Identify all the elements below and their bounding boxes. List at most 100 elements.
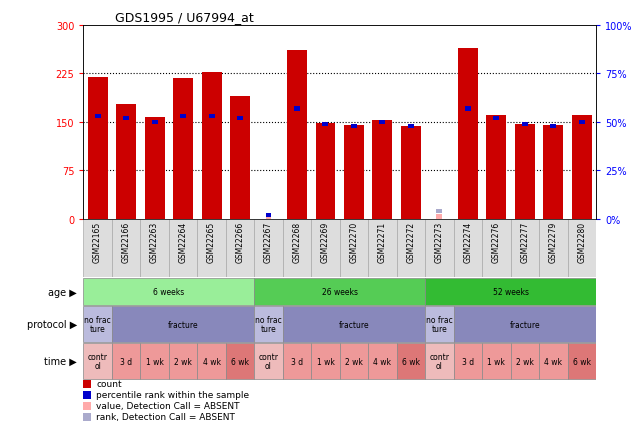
- Bar: [425, 344, 454, 379]
- Bar: [116, 105, 136, 219]
- Bar: [351, 124, 357, 129]
- Bar: [283, 344, 312, 379]
- Bar: [265, 214, 272, 219]
- Text: 3 d: 3 d: [291, 357, 303, 366]
- Bar: [88, 78, 108, 219]
- Text: GSM22166: GSM22166: [122, 221, 131, 262]
- Bar: [482, 219, 511, 278]
- Bar: [230, 97, 250, 219]
- Bar: [237, 116, 243, 121]
- Bar: [112, 344, 140, 379]
- Text: 2 wk: 2 wk: [174, 357, 192, 366]
- Text: GSM22269: GSM22269: [321, 221, 330, 262]
- Text: 6 wk: 6 wk: [231, 357, 249, 366]
- Text: no frac
ture: no frac ture: [84, 316, 111, 333]
- Bar: [340, 219, 368, 278]
- Bar: [487, 116, 506, 219]
- Text: rank, Detection Call = ABSENT: rank, Detection Call = ABSENT: [96, 412, 235, 421]
- Text: count: count: [96, 380, 122, 388]
- Bar: [522, 122, 528, 127]
- Text: fracture: fracture: [168, 320, 198, 329]
- Bar: [83, 278, 254, 306]
- Bar: [83, 219, 112, 278]
- Bar: [437, 214, 442, 219]
- Text: GSM22271: GSM22271: [378, 221, 387, 262]
- Bar: [437, 209, 442, 214]
- Bar: [397, 219, 425, 278]
- Text: 6 weeks: 6 weeks: [153, 287, 185, 296]
- Bar: [173, 79, 193, 219]
- Text: GSM22267: GSM22267: [264, 221, 273, 262]
- Bar: [379, 120, 385, 125]
- Bar: [123, 116, 129, 121]
- Text: contr
ol: contr ol: [429, 352, 449, 370]
- Text: GSM22272: GSM22272: [406, 221, 415, 262]
- Bar: [579, 120, 585, 125]
- Bar: [568, 344, 596, 379]
- Bar: [482, 344, 511, 379]
- Text: GSM22273: GSM22273: [435, 221, 444, 262]
- Bar: [83, 344, 112, 379]
- Text: 26 weeks: 26 weeks: [322, 287, 358, 296]
- Text: 4 wk: 4 wk: [374, 357, 392, 366]
- Text: GSM22266: GSM22266: [235, 221, 244, 262]
- Text: fracture: fracture: [338, 320, 369, 329]
- Bar: [283, 219, 312, 278]
- Bar: [539, 219, 568, 278]
- Bar: [312, 219, 340, 278]
- Text: time ▶: time ▶: [44, 356, 77, 366]
- Bar: [180, 115, 186, 119]
- Text: GSM22277: GSM22277: [520, 221, 529, 262]
- Bar: [287, 50, 307, 219]
- Bar: [568, 219, 596, 278]
- Bar: [112, 307, 254, 342]
- Text: 1 wk: 1 wk: [317, 357, 335, 366]
- Text: 1 wk: 1 wk: [146, 357, 163, 366]
- Bar: [169, 344, 197, 379]
- Bar: [254, 278, 425, 306]
- Bar: [254, 344, 283, 379]
- Text: GSM22165: GSM22165: [93, 221, 102, 262]
- Text: 2 wk: 2 wk: [516, 357, 534, 366]
- Text: GSM22270: GSM22270: [349, 221, 358, 262]
- Bar: [145, 118, 165, 219]
- Bar: [368, 219, 397, 278]
- Bar: [465, 107, 471, 112]
- Text: GSM22263: GSM22263: [150, 221, 159, 262]
- Bar: [140, 344, 169, 379]
- Text: GDS1995 / U67994_at: GDS1995 / U67994_at: [115, 11, 254, 24]
- Text: percentile rank within the sample: percentile rank within the sample: [96, 391, 249, 399]
- Bar: [368, 344, 397, 379]
- Bar: [401, 127, 421, 219]
- Bar: [95, 115, 101, 119]
- Bar: [425, 307, 454, 342]
- Text: 3 d: 3 d: [120, 357, 132, 366]
- Text: 6 wk: 6 wk: [402, 357, 420, 366]
- Bar: [265, 213, 272, 217]
- Bar: [140, 219, 169, 278]
- Text: GSM22276: GSM22276: [492, 221, 501, 262]
- Bar: [425, 219, 454, 278]
- Text: GSM22274: GSM22274: [463, 221, 472, 262]
- Bar: [226, 344, 254, 379]
- Text: fracture: fracture: [510, 320, 540, 329]
- Text: no frac
ture: no frac ture: [426, 316, 453, 333]
- Bar: [83, 307, 112, 342]
- Bar: [511, 219, 539, 278]
- Bar: [322, 122, 328, 127]
- Text: 1 wk: 1 wk: [488, 357, 505, 366]
- Bar: [551, 124, 556, 129]
- Text: no frac
ture: no frac ture: [255, 316, 282, 333]
- Bar: [454, 307, 596, 342]
- Bar: [397, 344, 425, 379]
- Text: value, Detection Call = ABSENT: value, Detection Call = ABSENT: [96, 401, 240, 410]
- Bar: [312, 344, 340, 379]
- Bar: [197, 344, 226, 379]
- Bar: [511, 344, 539, 379]
- Text: 52 weeks: 52 weeks: [493, 287, 529, 296]
- Bar: [572, 116, 592, 219]
- Bar: [539, 344, 568, 379]
- Bar: [408, 124, 414, 129]
- Bar: [458, 49, 478, 219]
- Bar: [454, 219, 482, 278]
